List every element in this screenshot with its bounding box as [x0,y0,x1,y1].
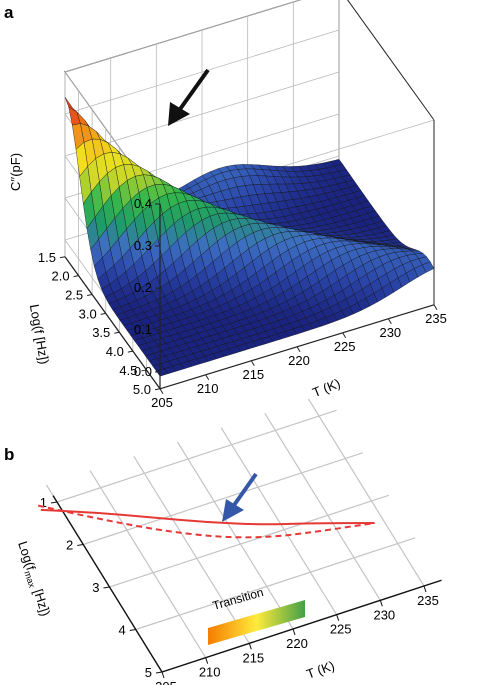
y-tick-label: 5 [145,665,152,680]
x-axis-line [161,579,442,673]
x-tick-label: 235 [425,311,447,326]
x-tick-mark [342,332,347,339]
panel-a-arrow [168,68,210,126]
x-tick-mark [296,346,301,353]
back-grid-line [64,71,340,157]
grid-line-t [133,456,250,644]
y-tick-mark [127,350,133,353]
panel-b: b 205 210 215 220 225 230 235 1 2 3 4 5 Log(fmax [H… [4,398,442,685]
y-tick-mark [129,629,136,631]
y-tick-label: 4 [119,623,126,638]
x-tick-label: 210 [199,665,221,680]
panel-a-x-axis-label: T (K) [310,376,342,401]
y-tick-mark [155,671,163,674]
x-tick-mark [423,585,427,593]
x-tick-label: 225 [334,339,356,354]
x-tick-label: 225 [330,622,352,637]
x-tick-mark [205,374,210,381]
y-tick-mark [50,501,58,504]
y-axis-line [64,256,161,390]
legend-gradient-swatch [208,600,305,645]
grid-line-t [89,470,207,658]
panel-a-y-axis-label: Log(f [Hz]) [27,303,52,365]
x-tick-label: 220 [288,353,310,368]
x-tick-mark [387,318,392,325]
y-tick-mark [141,369,147,372]
z-tick-label: 0.2 [134,280,152,295]
panel-a-letter: a [4,3,14,22]
y-tick-mark [103,586,110,589]
panel-b-series [37,504,375,539]
x-tick-label: 230 [373,607,395,622]
panel-a-z-axis-label: C′′(pF) [8,153,23,191]
z-tick-label: 0.0 [134,364,152,379]
grid-line-t [220,427,338,615]
panel-b-tick-labels: 205 210 215 220 225 230 235 1 2 3 4 5 [40,495,439,685]
x-tick-label: 220 [286,636,308,651]
x-tick-label: 235 [417,593,439,608]
y-tick-label: 4.5 [119,363,137,378]
x-tick-label: 205 [155,679,177,685]
panel-b-x-axis-label: T (K) [304,658,336,682]
panel-a-x-tick-labels: 205 210 215 220 225 230 235 [151,304,447,410]
x-tick-label: 230 [379,325,401,340]
panel-a: a 0.0 0.1 0.2 0.3 0.4 1.5 2.0 2.5 3.0 3.5 4.0 4.5 5… [4,0,447,410]
y-tick-mark [87,294,93,297]
y-tick-mark [114,331,120,334]
y-axis-line [52,495,163,673]
x-tick-mark [336,614,340,621]
y-tick-label: 5.0 [133,382,151,397]
x-tick-label: 215 [242,650,264,665]
panel-a-surface [64,96,435,377]
panel-b-axes [52,495,442,673]
y-tick-label: 4.0 [106,344,124,359]
y-tick-label: 2.0 [51,269,69,284]
z-tick-label: 0.1 [134,322,152,337]
panel-b-y-axis-label: Log(fmax [Hz]) [13,539,53,618]
y-tick-label: 2.5 [65,288,83,303]
panel-a-y-tick-labels: 1.5 2.0 2.5 3.0 3.5 4.0 4.5 5.0 [38,250,161,397]
back-grid-line [64,0,302,73]
x-tick-mark [205,657,209,664]
x-tick-mark [159,388,164,395]
grid-line-f [83,452,363,546]
x-tick-label: 215 [242,367,264,382]
x-tick-mark [433,304,438,311]
grid-line-t [307,398,425,587]
panel-b-letter: b [4,445,14,464]
y-tick-mark [154,388,161,391]
y-tick-mark [59,256,66,259]
y-tick-label: 3.0 [79,306,97,321]
x-tick-mark [292,628,296,636]
grid-line-t [176,441,294,630]
y-tick-label: 3 [92,580,99,595]
y-tick-label: 1 [40,495,47,510]
grid-line-t [264,413,381,601]
z-tick-label: 0.4 [134,196,152,211]
x-tick-mark [161,671,165,679]
surface-patch [155,368,169,377]
grid-line-f [135,537,416,631]
y-tick-mark [77,544,84,546]
x-tick-label: 210 [197,381,219,396]
y-tick-label: 1.5 [38,250,56,265]
y-tick-label: 3.5 [92,325,110,340]
y-tick-label: 2 [66,538,73,553]
x-tick-mark [379,600,383,607]
panel-b-arrow [222,472,258,522]
grid-line-f [109,494,390,588]
x-tick-mark [250,360,255,367]
y-tick-mark [100,312,106,315]
x-tick-label: 205 [151,395,173,410]
back-grid-line [64,29,340,115]
x-tick-mark [248,643,252,650]
z-tick-label: 0.3 [134,238,152,253]
series-dashed-line [37,504,375,539]
box-edge [347,0,435,121]
legend-label: Transition [211,585,265,613]
y-tick-mark [73,275,79,278]
panel-a-z-tick-labels: 0.0 0.1 0.2 0.3 0.4 [134,196,160,379]
grid-line-f [56,409,337,503]
